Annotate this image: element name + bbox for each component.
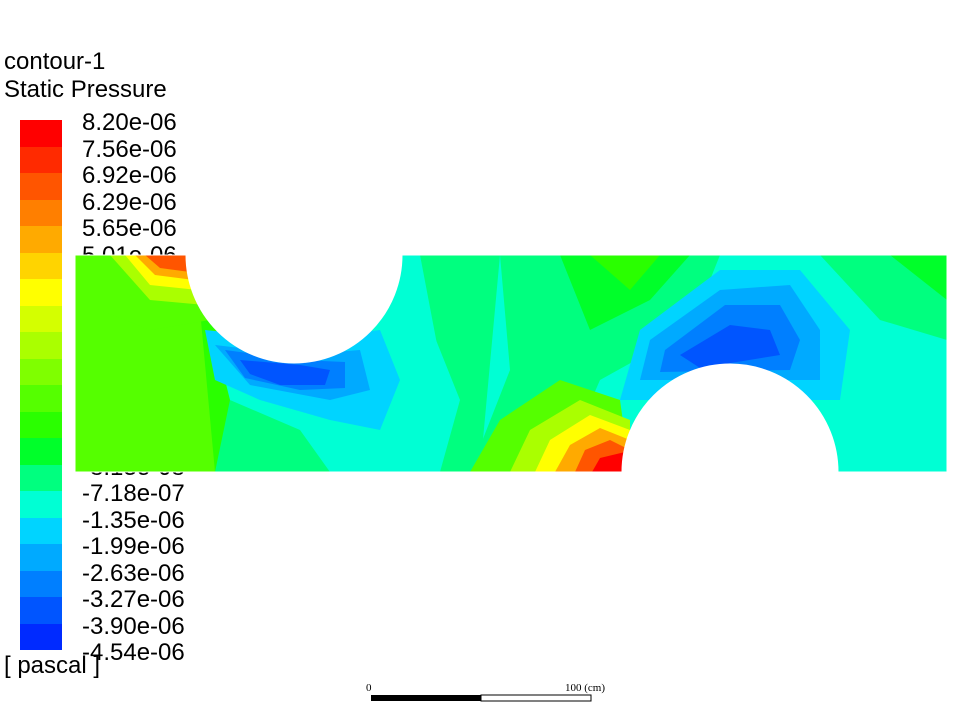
scale-bar-black bbox=[371, 695, 481, 701]
colorbar-swatch bbox=[20, 173, 62, 200]
colorbar-swatch bbox=[20, 120, 62, 147]
colorbar-tick-label: -4.54e-06 bbox=[82, 639, 185, 666]
scale-bar-white bbox=[480, 694, 592, 702]
colorbar-tick-label: -1.99e-06 bbox=[82, 533, 185, 560]
colorbar-swatch bbox=[20, 491, 62, 518]
colorbar-tick-label: -1.35e-06 bbox=[82, 506, 185, 534]
domain-outline bbox=[74, 254, 948, 473]
colorbar-swatch bbox=[20, 411, 62, 438]
colorbar-tick-label: 8.20e-06 bbox=[82, 109, 177, 136]
colorbar bbox=[20, 120, 62, 650]
scale-bar-end-label: 100 (cm) bbox=[565, 682, 606, 694]
colorbar-swatch bbox=[20, 226, 62, 253]
colorbar-swatch bbox=[20, 252, 62, 279]
colorbar-swatch bbox=[20, 146, 62, 173]
colorbar-swatch bbox=[20, 305, 62, 332]
colorbar-swatch bbox=[20, 464, 62, 491]
colorbar-tick-label: -7.18e-07 bbox=[82, 480, 185, 507]
colorbar-tick-label: 6.92e-06 bbox=[82, 162, 177, 189]
colorbar-swatch bbox=[20, 358, 62, 385]
colorbar-tick-label: -3.90e-06 bbox=[82, 612, 185, 640]
colorbar-swatch bbox=[20, 544, 62, 571]
colorbar-tick-label: -2.63e-06 bbox=[82, 559, 185, 587]
pressure-field bbox=[75, 255, 947, 472]
colorbar-tick-label: 6.29e-06 bbox=[82, 188, 177, 216]
scale-bar-start-label: 0 bbox=[366, 682, 372, 694]
colorbar-swatch bbox=[20, 517, 62, 544]
colorbar-swatch bbox=[20, 385, 62, 412]
colorbar-tick-label: -3.27e-06 bbox=[82, 586, 185, 613]
colorbar-tick-label: 5.65e-06 bbox=[82, 215, 177, 242]
colorbar-swatch bbox=[20, 438, 62, 465]
variable-name: Static Pressure bbox=[4, 76, 167, 103]
colorbar-swatch bbox=[20, 570, 62, 597]
colorbar-swatch bbox=[20, 279, 62, 306]
colorbar-tick-label: 7.56e-06 bbox=[82, 135, 177, 163]
colorbar-swatch bbox=[20, 597, 62, 624]
contour-name: contour-1 bbox=[4, 48, 106, 75]
colorbar-swatch bbox=[20, 623, 62, 650]
units-label: [ pascal ] bbox=[4, 652, 101, 679]
colorbar-swatch bbox=[20, 199, 62, 226]
colorbar-swatch bbox=[20, 332, 62, 359]
